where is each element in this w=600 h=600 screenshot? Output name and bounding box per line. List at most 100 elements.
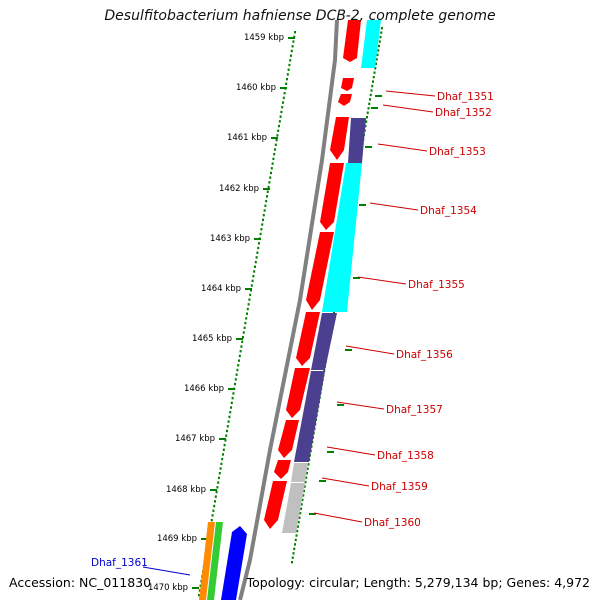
ring-dot [375, 58, 378, 61]
ring-dot [265, 199, 268, 203]
ring-dot [258, 242, 260, 245]
ring-dot [282, 101, 284, 104]
ring-dot [286, 73, 289, 76]
ring-dot [292, 40, 295, 43]
gene-labels: Dhaf_1351 Dhaf_1352 Dhaf_1353 Dhaf_1354 Dhaf… [91, 90, 494, 576]
tick-label: 1468 kbp [166, 485, 206, 495]
tick-label: 1462 kbp [219, 184, 259, 194]
ring-dot [198, 589, 201, 592]
ring-dot [299, 512, 302, 515]
ring-dot [250, 289, 252, 292]
ring-dot [276, 134, 279, 137]
ring-dot [304, 480, 307, 484]
ring-dot [305, 476, 308, 479]
ring-dot [280, 110, 283, 114]
ring-dot [285, 82, 288, 86]
cds-block [348, 118, 366, 163]
tick-label: 1469 kbp [157, 534, 197, 544]
cds-block [207, 522, 223, 600]
tick-label: 1465 kbp [192, 334, 232, 344]
ring-dot [240, 345, 243, 348]
cds-arrow [343, 20, 361, 62]
ring-dot [221, 457, 224, 461]
ring-dot [267, 185, 270, 189]
ring-dot [199, 584, 202, 588]
ring-dot [219, 467, 222, 470]
ring-dot [254, 265, 256, 268]
tick-label: 1467 kbp [175, 434, 215, 444]
ring-dot [268, 181, 271, 184]
gene-label-dhaf_1356: Dhaf_1356 [396, 349, 453, 361]
gene-label-dhaf_1351: Dhaf_1351 [437, 91, 494, 103]
cds-arrow [264, 481, 287, 529]
ring-dot [252, 274, 255, 278]
ring-dot [274, 143, 277, 146]
tick-label: 1464 kbp [201, 284, 241, 294]
gene-label-dhaf_1358: Dhaf_1358 [377, 450, 434, 462]
ring-dot [288, 63, 291, 67]
cds-block [294, 371, 325, 462]
label-connector [326, 446, 376, 456]
ring-dot [224, 439, 227, 442]
ring-dot [297, 520, 300, 524]
ring-dot [364, 124, 367, 128]
ring-dot [260, 228, 263, 231]
ring-dot [371, 84, 374, 88]
tick-label: 1466 kbp [184, 384, 224, 394]
ring-dot [279, 115, 282, 118]
cds-arrow [341, 78, 354, 91]
ring-dot [273, 152, 276, 156]
tick-label: 1463 kbp [210, 234, 250, 244]
genome-backbone [238, 19, 339, 600]
ring-dot [290, 54, 292, 57]
ring-dot [241, 340, 244, 344]
ring-dot [237, 364, 240, 367]
cds-arrow [221, 526, 247, 600]
ring-dot [249, 293, 252, 297]
genome-summary: Topology: circular; Length: 5,279,134 bp… [246, 575, 590, 590]
tick-label: 1470 kbp [148, 583, 188, 593]
ring-dot [306, 467, 309, 470]
ring-dot [216, 486, 219, 489]
cds-block [199, 522, 215, 600]
ring-dot [278, 120, 281, 123]
ring-dot [303, 489, 305, 493]
ring-dot [218, 472, 221, 475]
ring-dot [215, 490, 218, 494]
ring-dot [211, 514, 214, 517]
cds-block [361, 20, 381, 68]
ring-dot [367, 107, 370, 110]
ring-dot [298, 516, 301, 519]
tick-label: 1459 kbp [244, 33, 284, 43]
ring-dot [366, 111, 369, 114]
ring-dot [262, 213, 265, 217]
ring-dot [236, 368, 239, 372]
cds-arrow [306, 232, 334, 310]
ring-dot [234, 382, 236, 386]
ring-dot [266, 190, 269, 193]
ring-dot [368, 102, 371, 106]
ring-dot [253, 270, 256, 273]
label-connector [357, 276, 407, 285]
label-connector [313, 512, 363, 523]
ring-dot [238, 354, 241, 358]
label-connector [321, 477, 370, 487]
ring-dot [291, 45, 294, 48]
ring-dot [293, 35, 296, 39]
ring-dot [223, 443, 226, 447]
ring-dot [270, 171, 272, 175]
ring-dot [242, 331, 245, 334]
ring-dot [293, 547, 296, 551]
ring-dot [229, 411, 232, 414]
ring-dot [255, 256, 258, 259]
ring-dot [372, 75, 375, 79]
ring-dot [262, 218, 264, 222]
ring-dot [274, 148, 276, 151]
ring-dot [289, 59, 292, 62]
ring-dot [232, 392, 235, 395]
ring-dot [275, 138, 278, 142]
ring-dot [369, 93, 372, 97]
ring-dot [286, 77, 288, 81]
ring-dot [377, 49, 380, 52]
cds-block [291, 463, 308, 482]
